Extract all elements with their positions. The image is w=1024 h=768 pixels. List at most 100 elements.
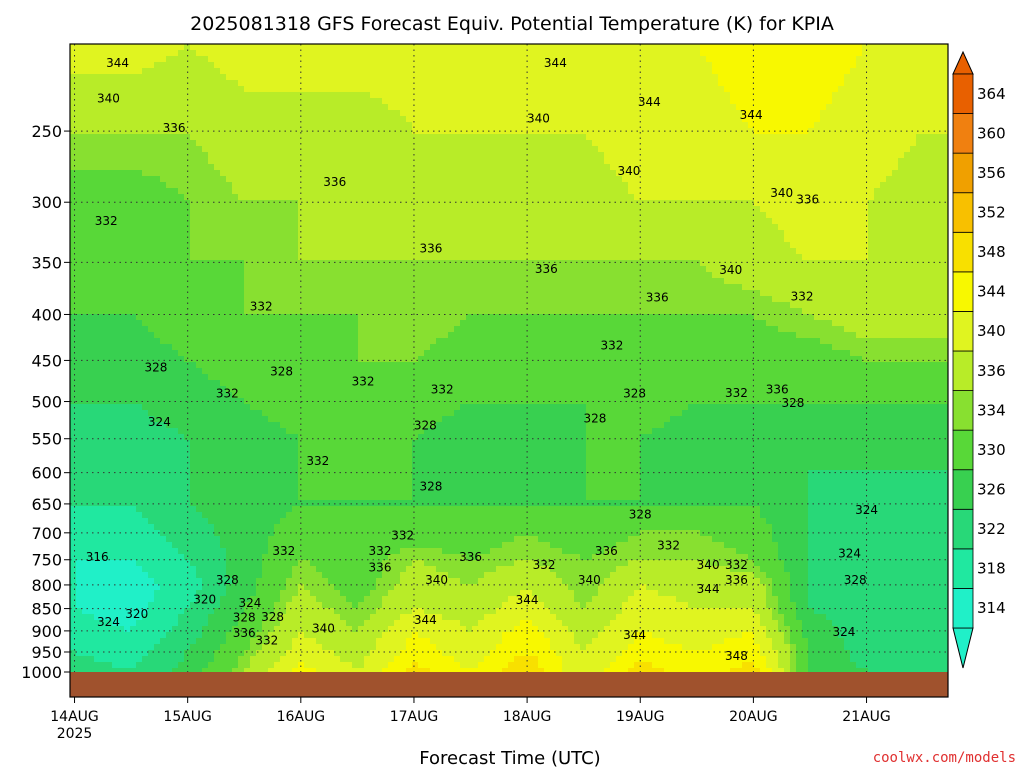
heatmap-cell xyxy=(478,134,485,141)
heatmap-cell xyxy=(760,62,767,69)
heatmap-cell xyxy=(448,62,455,69)
heatmap-cell xyxy=(778,80,785,87)
heatmap-cell xyxy=(334,80,341,87)
heatmap-cell xyxy=(466,212,473,219)
heatmap-cell xyxy=(874,110,881,117)
heatmap-cell xyxy=(946,110,948,117)
heatmap-cell xyxy=(376,56,383,63)
heatmap-cell xyxy=(634,224,641,231)
heatmap-cell xyxy=(388,134,395,141)
heatmap-cell xyxy=(658,140,665,147)
heatmap-cell xyxy=(340,110,347,117)
heatmap-cell xyxy=(892,134,899,141)
heatmap-cell xyxy=(946,158,948,165)
heatmap-cell xyxy=(766,152,773,159)
heatmap-cell xyxy=(160,224,167,231)
heatmap-cell xyxy=(142,242,149,249)
heatmap-cell xyxy=(496,194,503,201)
heatmap-cell xyxy=(664,128,671,135)
heatmap-cell xyxy=(352,152,359,159)
heatmap-cell xyxy=(490,92,497,99)
heatmap-cell xyxy=(454,230,461,237)
heatmap-cell xyxy=(406,116,413,123)
heatmap-cell xyxy=(784,104,791,111)
heatmap-cell xyxy=(784,116,791,123)
heatmap-cell xyxy=(280,134,287,141)
heatmap-cell xyxy=(424,176,431,183)
heatmap-cell xyxy=(82,74,89,81)
heatmap-cell xyxy=(910,182,917,189)
heatmap-cell xyxy=(610,110,617,117)
heatmap-cell xyxy=(526,74,533,81)
heatmap-cell xyxy=(886,218,893,225)
heatmap-cell xyxy=(214,158,221,165)
heatmap-cell xyxy=(736,128,743,135)
heatmap-cell xyxy=(520,152,527,159)
heatmap-cell xyxy=(436,44,443,51)
heatmap-cell xyxy=(862,224,869,231)
heatmap-cell xyxy=(508,44,515,51)
heatmap-cell xyxy=(808,50,815,57)
heatmap-cell xyxy=(106,170,113,177)
heatmap-cell xyxy=(154,236,161,243)
heatmap-cell xyxy=(826,116,833,123)
heatmap-cell xyxy=(448,92,455,99)
heatmap-cell xyxy=(850,230,857,237)
heatmap-cell xyxy=(76,128,83,135)
heatmap-cell xyxy=(946,164,948,171)
heatmap-cell xyxy=(352,206,359,213)
heatmap-cell xyxy=(310,50,317,57)
heatmap-cell xyxy=(922,140,929,147)
heatmap-cell xyxy=(880,92,887,99)
heatmap-cell xyxy=(346,176,353,183)
heatmap-cell xyxy=(904,206,911,213)
heatmap-cell xyxy=(94,62,101,69)
heatmap-cell xyxy=(130,56,137,63)
heatmap-cell xyxy=(676,134,683,141)
heatmap-cell xyxy=(436,116,443,123)
heatmap-cell xyxy=(580,62,587,69)
heatmap-cell xyxy=(700,80,707,87)
heatmap-cell xyxy=(136,230,143,237)
heatmap-cell xyxy=(928,50,935,57)
heatmap-cell xyxy=(220,44,227,51)
heatmap-cell xyxy=(244,116,251,123)
heatmap-cell xyxy=(568,68,575,75)
heatmap-cell xyxy=(544,194,551,201)
heatmap-cell xyxy=(202,230,209,237)
heatmap-cell xyxy=(166,218,173,225)
heatmap-cell xyxy=(190,98,197,105)
heatmap-cell xyxy=(466,68,473,75)
heatmap-cell xyxy=(160,158,167,165)
heatmap-cell xyxy=(172,224,179,231)
heatmap-cell xyxy=(646,98,653,105)
heatmap-cell xyxy=(634,182,641,189)
heatmap-cell xyxy=(520,140,527,147)
heatmap-cell xyxy=(766,56,773,63)
heatmap-cell xyxy=(574,188,581,195)
heatmap-cell xyxy=(448,164,455,171)
heatmap-cell xyxy=(178,170,185,177)
heatmap-cell xyxy=(676,158,683,165)
heatmap-cell xyxy=(784,242,791,249)
heatmap-cells xyxy=(70,44,948,675)
heatmap-cell xyxy=(784,80,791,87)
heatmap-cell xyxy=(874,128,881,135)
heatmap-cell xyxy=(142,146,149,153)
heatmap-cell xyxy=(802,50,809,57)
heatmap-cell xyxy=(688,116,695,123)
heatmap-cell xyxy=(574,86,581,93)
heatmap-cell xyxy=(214,74,221,81)
heatmap-cell xyxy=(226,56,233,63)
heatmap-cell xyxy=(76,194,83,201)
heatmap-cell xyxy=(148,188,155,195)
heatmap-cell xyxy=(670,62,677,69)
heatmap-cell xyxy=(580,128,587,135)
heatmap-cell xyxy=(76,182,83,189)
heatmap-cell xyxy=(532,146,539,153)
heatmap-cell xyxy=(652,218,659,225)
heatmap-cell xyxy=(898,50,905,57)
heatmap-cell xyxy=(94,176,101,183)
heatmap-cell xyxy=(322,44,329,51)
heatmap-cell xyxy=(544,212,551,219)
